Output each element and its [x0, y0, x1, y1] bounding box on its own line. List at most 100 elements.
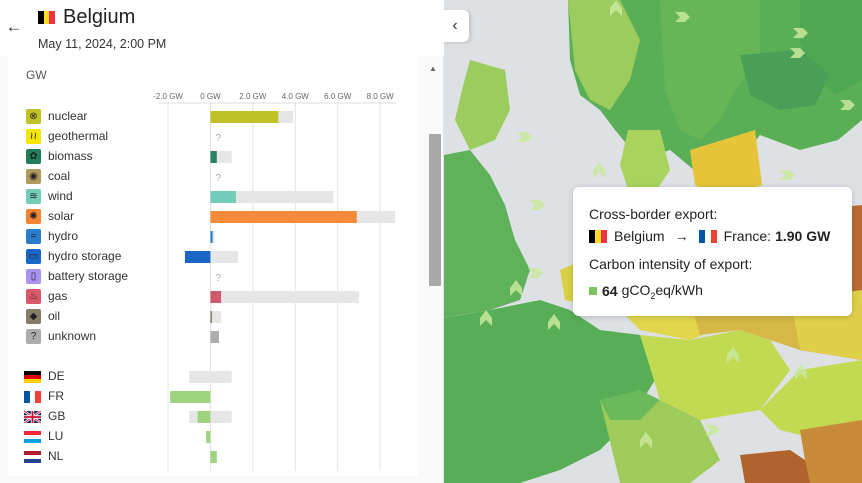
source-label: wind [48, 189, 73, 203]
back-arrow-icon[interactable]: ← [5, 17, 23, 36]
tooltip-to-zone: France: [723, 228, 772, 244]
production-bar [210, 191, 236, 203]
source-label: geothermal [48, 129, 109, 143]
region-switzerland[interactable] [600, 390, 660, 420]
region-sweden[interactable] [660, 0, 760, 140]
unit-subscript: 2 [650, 290, 656, 301]
tooltip-carbon-title: Carbon intensity of export: [589, 256, 753, 272]
capacity-bar [210, 191, 334, 203]
exchange-label: NL [48, 449, 64, 463]
breakdown-chart-area: GW -2.0 GW 0 GW 2.0 GW 4.0 GW 6.0 GW 8.0 GW??… [8, 56, 418, 476]
axis-tick-label: 0 GW [200, 92, 221, 101]
flag-stripe [35, 391, 42, 403]
region-serbia[interactable] [800, 420, 862, 483]
exchange-label: GB [48, 409, 66, 423]
solar-icon: ✺ [26, 209, 41, 224]
battery-storage-icon: ▯ [26, 269, 41, 284]
datetime-label: May 11, 2024, 2:00 PM [38, 37, 167, 51]
region-france[interactable] [444, 300, 655, 483]
source-label: solar [48, 209, 75, 223]
region-baltic-green[interactable] [740, 50, 830, 110]
lu-flag-icon [24, 431, 41, 443]
tooltip-exchange-line: Belgium → France: 1.90 GW [589, 227, 830, 245]
nl-flag-icon [24, 451, 41, 463]
zone-details-panel: ← Belgium May 11, 2024, 2:00 PM GW -2.0 … [0, 0, 444, 483]
exchange-bar [210, 451, 217, 463]
region-italy-north[interactable] [600, 400, 720, 483]
region-norway-south[interactable] [568, 0, 640, 110]
tooltip-intensity-unit: gCO2eq/kWh [622, 282, 703, 301]
flag-stripe [43, 11, 50, 24]
region-uk-north[interactable] [455, 60, 510, 150]
flag-stripe [24, 459, 41, 463]
collapse-panel-button[interactable]: ‹ [441, 10, 469, 42]
flag-stripe [24, 375, 41, 379]
tooltip-carbon-line: 64 gCO2eq/kWh [589, 282, 703, 301]
flag-stripe [49, 11, 56, 24]
region-balkans-brown[interactable] [740, 450, 820, 483]
uk-flag-cross [24, 411, 41, 423]
flag-stripe [595, 229, 601, 243]
source-label: unknown [48, 329, 97, 343]
source-label: gas [48, 289, 68, 303]
region-uk[interactable] [444, 150, 530, 318]
capacity-bar [210, 291, 359, 303]
flag-stripe [38, 11, 44, 24]
exchange-label: DE [48, 369, 65, 383]
region-austria[interactable] [640, 330, 790, 420]
production-bar [210, 211, 357, 223]
unknown-value-marker: ? [215, 133, 221, 144]
flag-stripe [29, 391, 36, 403]
axis-tick-label: 8.0 GW [367, 92, 395, 101]
production-bar [210, 231, 213, 243]
source-label: nuclear [48, 109, 88, 123]
axis-tick-label: 4.0 GW [282, 92, 310, 101]
flag-stripe [698, 229, 705, 243]
scrollbar-thumb[interactable] [429, 134, 441, 286]
tooltip-from-zone: Belgium [614, 228, 665, 244]
region-denmark[interactable] [620, 130, 670, 200]
production-chart: -2.0 GW 0 GW 2.0 GW 4.0 GW 6.0 GW 8.0 GW??? [153, 92, 396, 471]
exchange-bar [206, 431, 211, 443]
belgium-flag-icon [589, 229, 607, 243]
flag-stripe [589, 229, 595, 243]
unknown-value-marker: ? [215, 173, 221, 184]
source-label: oil [48, 309, 61, 323]
scroll-up-icon[interactable]: ▲ [429, 64, 437, 73]
geothermal-icon: ≀≀ [26, 129, 41, 144]
capacity-bar [210, 311, 222, 323]
unknown-value-marker: ? [215, 273, 221, 284]
tooltip-title: Cross-border export: [589, 206, 718, 222]
production-bar [184, 251, 211, 263]
exchange-tooltip: Cross-border export: Belgium → France: 1… [573, 187, 852, 316]
axis-tick-label: -2.0 GW [153, 92, 183, 101]
unit-part: gCO [621, 282, 651, 298]
flag-stripe [710, 229, 717, 243]
tooltip-intensity-value: 64 [602, 283, 618, 300]
source-label: battery storage [48, 269, 129, 283]
tooltip-amount: 1.90 GW [775, 228, 831, 244]
zone-title: Belgium [63, 6, 136, 28]
flow-arrows [480, 0, 855, 448]
source-label: hydro [48, 229, 79, 243]
tooltip-arrow: → [674, 228, 689, 244]
flag-stripe [24, 431, 41, 435]
gas-icon: ♨ [26, 289, 41, 304]
gb-flag-icon [24, 411, 41, 423]
flag-stripe [24, 455, 41, 459]
flag-stripe [24, 451, 41, 455]
source-label: biomass [48, 149, 93, 163]
hydro-icon: ≈ [26, 229, 41, 244]
source-label: hydro storage [48, 249, 122, 263]
flag-stripe [24, 439, 41, 443]
flag-stripe [24, 379, 41, 383]
region-hungary[interactable] [760, 360, 862, 440]
coal-icon: ◉ [26, 169, 41, 184]
exchange-capacity-bar [189, 371, 232, 383]
hydro-storage-icon: ▭ [26, 249, 41, 264]
flag-stripe [704, 229, 711, 243]
production-bar [210, 331, 219, 343]
production-bar [210, 291, 222, 303]
region-baltics[interactable] [690, 130, 762, 200]
flag-stripe [24, 391, 30, 403]
